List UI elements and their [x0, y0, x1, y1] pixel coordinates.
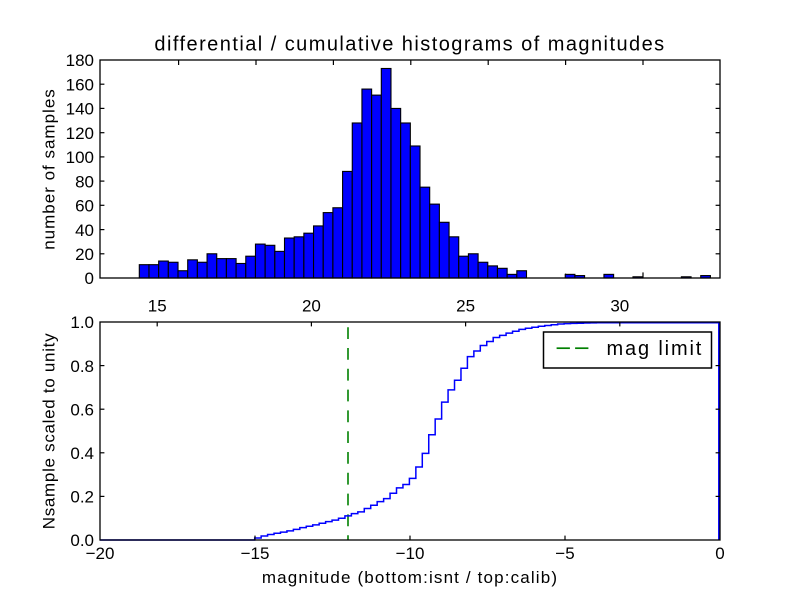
svg-text:0.0: 0.0	[70, 531, 94, 550]
svg-text:40: 40	[75, 221, 94, 240]
svg-text:0.4: 0.4	[70, 444, 94, 463]
svg-text:−10: −10	[396, 544, 425, 563]
svg-text:−15: −15	[241, 544, 270, 563]
svg-text:0.2: 0.2	[70, 488, 94, 507]
svg-text:15: 15	[148, 297, 167, 316]
svg-text:80: 80	[75, 172, 94, 191]
svg-text:180: 180	[66, 51, 94, 70]
svg-text:differential / cumulative hist: differential / cumulative histograms of …	[154, 34, 665, 56]
svg-text:−5: −5	[555, 544, 574, 563]
svg-text:Nsample scaled to unity: Nsample scaled to unity	[39, 333, 58, 530]
svg-text:magnitude (bottom:isnt / top:c: magnitude (bottom:isnt / top:calib)	[262, 568, 558, 587]
svg-text:1.0: 1.0	[70, 313, 94, 332]
svg-text:120: 120	[66, 124, 94, 143]
svg-text:30: 30	[610, 297, 629, 316]
svg-text:140: 140	[66, 100, 94, 119]
svg-text:0.8: 0.8	[70, 357, 94, 376]
svg-text:100: 100	[66, 148, 94, 167]
svg-text:20: 20	[302, 297, 321, 316]
svg-text:25: 25	[456, 297, 475, 316]
svg-text:20: 20	[75, 245, 94, 264]
svg-text:0: 0	[715, 544, 724, 563]
svg-text:60: 60	[75, 197, 94, 216]
svg-text:160: 160	[66, 75, 94, 94]
svg-text:mag limit: mag limit	[607, 338, 704, 360]
svg-text:−20: −20	[86, 544, 115, 563]
svg-text:0: 0	[85, 269, 94, 288]
svg-text:number of samples: number of samples	[39, 88, 58, 250]
svg-text:0.6: 0.6	[70, 400, 94, 419]
